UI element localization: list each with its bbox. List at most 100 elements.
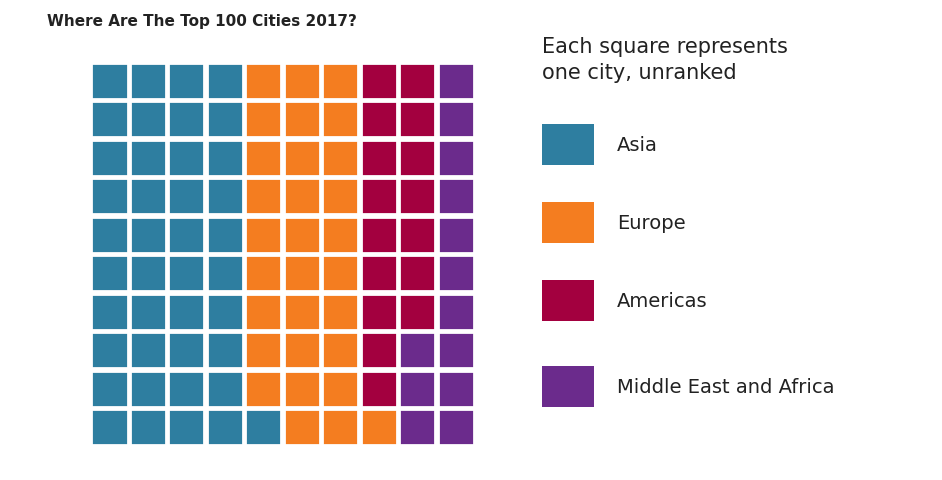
- FancyBboxPatch shape: [438, 63, 474, 100]
- FancyBboxPatch shape: [361, 102, 397, 138]
- FancyBboxPatch shape: [91, 102, 127, 138]
- FancyBboxPatch shape: [438, 217, 474, 253]
- FancyBboxPatch shape: [91, 217, 127, 253]
- FancyBboxPatch shape: [361, 332, 397, 369]
- FancyBboxPatch shape: [245, 332, 282, 369]
- FancyBboxPatch shape: [207, 179, 243, 215]
- FancyBboxPatch shape: [361, 294, 397, 330]
- FancyBboxPatch shape: [542, 202, 594, 243]
- FancyBboxPatch shape: [91, 371, 127, 407]
- FancyBboxPatch shape: [207, 332, 243, 369]
- FancyBboxPatch shape: [361, 371, 397, 407]
- FancyBboxPatch shape: [399, 140, 435, 177]
- FancyBboxPatch shape: [399, 409, 435, 445]
- FancyBboxPatch shape: [207, 255, 243, 292]
- FancyBboxPatch shape: [245, 140, 282, 177]
- FancyBboxPatch shape: [245, 371, 282, 407]
- FancyBboxPatch shape: [245, 179, 282, 215]
- FancyBboxPatch shape: [399, 63, 435, 100]
- FancyBboxPatch shape: [542, 366, 594, 408]
- FancyBboxPatch shape: [169, 140, 204, 177]
- FancyBboxPatch shape: [91, 63, 127, 100]
- FancyBboxPatch shape: [284, 255, 320, 292]
- FancyBboxPatch shape: [322, 63, 358, 100]
- FancyBboxPatch shape: [361, 255, 397, 292]
- FancyBboxPatch shape: [130, 179, 166, 215]
- FancyBboxPatch shape: [91, 255, 127, 292]
- FancyBboxPatch shape: [169, 332, 204, 369]
- FancyBboxPatch shape: [91, 294, 127, 330]
- FancyBboxPatch shape: [438, 371, 474, 407]
- FancyBboxPatch shape: [130, 102, 166, 138]
- FancyBboxPatch shape: [284, 63, 320, 100]
- FancyBboxPatch shape: [399, 294, 435, 330]
- FancyBboxPatch shape: [322, 255, 358, 292]
- FancyBboxPatch shape: [130, 255, 166, 292]
- FancyBboxPatch shape: [361, 409, 397, 445]
- FancyBboxPatch shape: [169, 409, 204, 445]
- FancyBboxPatch shape: [245, 217, 282, 253]
- FancyBboxPatch shape: [130, 140, 166, 177]
- FancyBboxPatch shape: [542, 124, 594, 166]
- FancyBboxPatch shape: [169, 255, 204, 292]
- FancyBboxPatch shape: [130, 371, 166, 407]
- FancyBboxPatch shape: [130, 332, 166, 369]
- Text: Where Are The Top 100 Cities 2017?: Where Are The Top 100 Cities 2017?: [47, 14, 357, 29]
- Text: Asia: Asia: [617, 135, 658, 155]
- FancyBboxPatch shape: [207, 294, 243, 330]
- FancyBboxPatch shape: [322, 371, 358, 407]
- FancyBboxPatch shape: [130, 217, 166, 253]
- FancyBboxPatch shape: [245, 409, 282, 445]
- FancyBboxPatch shape: [245, 294, 282, 330]
- FancyBboxPatch shape: [207, 140, 243, 177]
- FancyBboxPatch shape: [169, 217, 204, 253]
- FancyBboxPatch shape: [245, 102, 282, 138]
- FancyBboxPatch shape: [322, 217, 358, 253]
- FancyBboxPatch shape: [207, 217, 243, 253]
- FancyBboxPatch shape: [284, 102, 320, 138]
- FancyBboxPatch shape: [542, 280, 594, 321]
- FancyBboxPatch shape: [361, 179, 397, 215]
- FancyBboxPatch shape: [207, 63, 243, 100]
- FancyBboxPatch shape: [438, 102, 474, 138]
- FancyBboxPatch shape: [91, 179, 127, 215]
- FancyBboxPatch shape: [284, 140, 320, 177]
- FancyBboxPatch shape: [169, 371, 204, 407]
- FancyBboxPatch shape: [130, 294, 166, 330]
- Text: Middle East and Africa: Middle East and Africa: [617, 377, 835, 396]
- FancyBboxPatch shape: [91, 409, 127, 445]
- Text: Americas: Americas: [617, 291, 707, 310]
- FancyBboxPatch shape: [245, 255, 282, 292]
- FancyBboxPatch shape: [284, 332, 320, 369]
- FancyBboxPatch shape: [322, 102, 358, 138]
- FancyBboxPatch shape: [399, 217, 435, 253]
- FancyBboxPatch shape: [438, 409, 474, 445]
- Text: Each square represents
one city, unranked: Each square represents one city, unranke…: [542, 37, 788, 83]
- FancyBboxPatch shape: [438, 140, 474, 177]
- FancyBboxPatch shape: [322, 294, 358, 330]
- FancyBboxPatch shape: [399, 255, 435, 292]
- FancyBboxPatch shape: [130, 409, 166, 445]
- FancyBboxPatch shape: [169, 179, 204, 215]
- FancyBboxPatch shape: [438, 255, 474, 292]
- FancyBboxPatch shape: [169, 63, 204, 100]
- FancyBboxPatch shape: [207, 371, 243, 407]
- FancyBboxPatch shape: [245, 63, 282, 100]
- FancyBboxPatch shape: [322, 409, 358, 445]
- FancyBboxPatch shape: [284, 179, 320, 215]
- FancyBboxPatch shape: [399, 179, 435, 215]
- FancyBboxPatch shape: [399, 371, 435, 407]
- FancyBboxPatch shape: [91, 332, 127, 369]
- FancyBboxPatch shape: [91, 140, 127, 177]
- FancyBboxPatch shape: [284, 371, 320, 407]
- FancyBboxPatch shape: [284, 409, 320, 445]
- FancyBboxPatch shape: [284, 217, 320, 253]
- FancyBboxPatch shape: [322, 140, 358, 177]
- FancyBboxPatch shape: [361, 63, 397, 100]
- FancyBboxPatch shape: [438, 179, 474, 215]
- FancyBboxPatch shape: [361, 140, 397, 177]
- FancyBboxPatch shape: [438, 332, 474, 369]
- FancyBboxPatch shape: [207, 102, 243, 138]
- Text: Europe: Europe: [617, 213, 686, 232]
- FancyBboxPatch shape: [207, 409, 243, 445]
